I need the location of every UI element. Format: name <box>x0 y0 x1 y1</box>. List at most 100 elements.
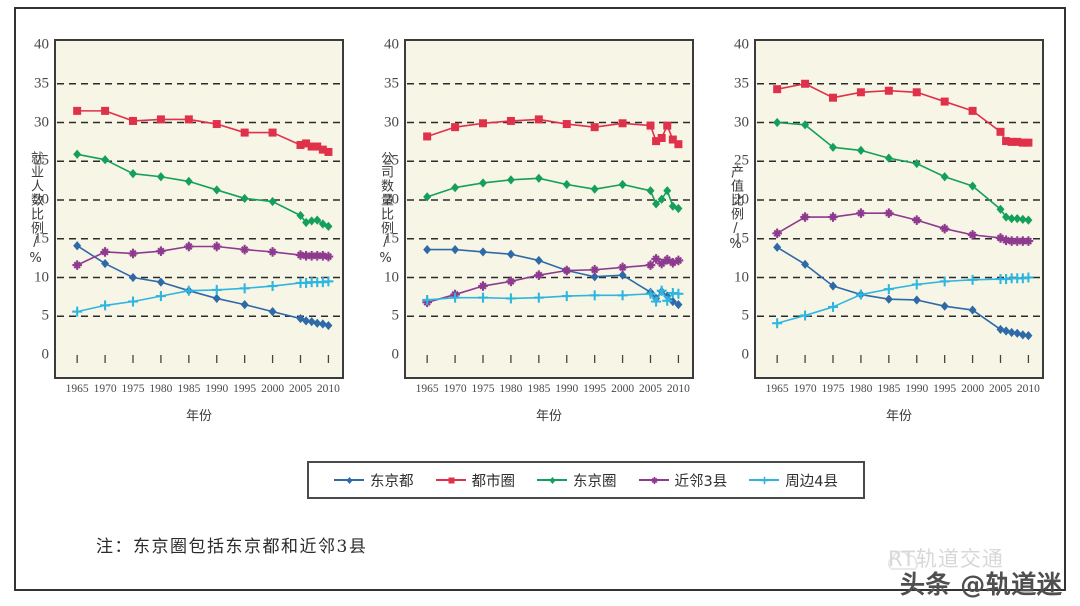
note-text: 注：东京圈包括东京都和近邻3县 <box>96 537 368 557</box>
chart-companies-ylabel: 公司数量比例/% <box>378 151 393 267</box>
chart-employment-plot-area <box>54 39 344 379</box>
chart-employment-xticklabels: 1965 1970 1975 1980 1985 1990 1995 2000 2005 2010 <box>46 383 354 401</box>
y-axis-tick-label: 0 <box>391 346 400 363</box>
y-axis-tick-label: 0 <box>41 346 50 363</box>
chart-companies-plot-area <box>404 39 694 379</box>
chart-output-ylabel: 产值比例/% <box>728 165 743 253</box>
y-axis-tick-label: 10 <box>384 269 399 285</box>
y-axis-tick-label: 25 <box>734 152 749 169</box>
y-axis-tick-label: 40 <box>384 36 399 53</box>
x-axis-tick-label: 1995 <box>933 383 957 395</box>
x-axis-tick-label: 2005 <box>289 383 312 395</box>
x-axis-tick-label: 1990 <box>205 383 229 395</box>
chart-output-plot-area <box>754 39 1044 379</box>
chart-output: 产值比例/% 0 5 10 15 20 25 30 35 40 1965 1970 1975 1980… <box>716 9 1066 429</box>
legend-label: 都市圈 <box>471 473 516 490</box>
y-axis-tick-label: 30 <box>734 114 749 130</box>
x-axis-tick-label: 2000 <box>261 383 285 395</box>
chart-legend: 东京都 都市圈 东京圈 近邻3县 周边4县 <box>307 461 865 499</box>
x-axis-tick-label: 1975 <box>821 383 845 395</box>
y-axis-tick-label: 0 <box>741 346 750 363</box>
chart-output-xlabel: 年份 <box>885 409 912 424</box>
legend-item-2[interactable]: 东京圈 <box>537 470 617 491</box>
y-axis-tick-label: 15 <box>384 230 399 247</box>
chart-output-plot-wrap: 0 5 10 15 20 25 30 35 40 <box>734 37 1044 379</box>
legend-marker-icon <box>749 473 780 487</box>
y-axis-tick-label: 25 <box>384 152 399 169</box>
legend-marker-icon <box>435 473 466 487</box>
x-axis-tick-label: 2010 <box>666 383 690 395</box>
x-axis-tick-label: 1980 <box>499 383 523 395</box>
legend-marker-icon <box>334 473 364 487</box>
y-axis-tick-label: 10 <box>734 269 749 285</box>
legend-marker-icon <box>638 473 669 487</box>
y-axis-tick-label: 5 <box>741 307 750 324</box>
chart-companies-xlabel: 年份 <box>535 409 562 424</box>
x-axis-tick-label: 1990 <box>905 383 929 395</box>
figure-frame: 就业人数比例/% 0 5 10 15 20 25 30 35 40 1965 1970 1975 19… <box>14 7 1068 599</box>
y-axis-tick-label: 40 <box>34 36 49 53</box>
x-axis-tick-label: 2010 <box>316 383 340 395</box>
watermark-main: 头条 @轨道迷 <box>900 570 1063 599</box>
chart-output-xticklabels: 1965 1970 1975 1980 1985 1990 1995 2000 2005 2010 <box>746 383 1054 401</box>
x-axis-tick-label: 2005 <box>639 383 662 395</box>
watermark-faint: RT轨道交通 <box>888 547 1004 571</box>
chart-companies-svg <box>407 83 691 363</box>
x-axis-tick-label: 1970 <box>793 383 817 395</box>
x-axis-tick-label: 1970 <box>93 383 117 395</box>
x-axis-tick-label: 1990 <box>555 383 579 395</box>
legend-label: 周边4县 <box>785 473 838 490</box>
legend-item-1[interactable]: 都市圈 <box>435 470 516 491</box>
x-axis-tick-label: 1980 <box>149 383 173 395</box>
y-axis-tick-label: 15 <box>34 230 49 247</box>
x-axis-tick-label: 1970 <box>443 383 467 395</box>
chart-employment-plot-wrap: 0 5 10 15 20 25 30 35 40 <box>34 37 344 379</box>
chart-companies-xticklabels: 1965 1970 1975 1980 1985 1990 1995 2000 2005 2010 <box>396 383 704 401</box>
chart-output-svg <box>757 79 1041 363</box>
legend-marker-icon <box>537 473 567 487</box>
x-axis-tick-label: 1965 <box>765 383 789 395</box>
x-axis-tick-label: 1995 <box>583 383 607 395</box>
y-axis-tick-label: 35 <box>384 75 399 92</box>
chart-companies-plot-wrap: 0 5 10 15 20 25 30 35 40 <box>384 37 694 379</box>
x-axis-tick-label: 2005 <box>989 383 1012 395</box>
y-axis-tick-label: 35 <box>734 75 749 92</box>
x-axis-tick-label: 1985 <box>877 383 901 395</box>
y-axis-tick-label: 5 <box>41 307 50 324</box>
chart-employment-xlabel: 年份 <box>185 409 212 424</box>
x-axis-tick-label: 2000 <box>611 383 635 395</box>
x-axis-tick-label: 1975 <box>121 383 145 395</box>
x-axis-tick-label: 2000 <box>961 383 985 395</box>
y-axis-tick-label: 10 <box>34 269 49 285</box>
y-axis-tick-label: 35 <box>34 75 49 92</box>
y-axis-tick-label: 40 <box>734 36 749 53</box>
y-axis-tick-label: 20 <box>34 191 49 208</box>
x-axis-tick-label: 1995 <box>233 383 257 395</box>
x-axis-tick-label: 1965 <box>415 383 439 395</box>
x-axis-tick-label: 1980 <box>849 383 873 395</box>
legend-item-3[interactable]: 近邻3县 <box>638 470 728 491</box>
y-axis-tick-label: 30 <box>384 114 399 130</box>
legend-item-4[interactable]: 周边4县 <box>749 470 838 491</box>
charts-row: 就业人数比例/% 0 5 10 15 20 25 30 35 40 1965 1970 1975 19… <box>16 9 1068 429</box>
legend-label: 东京圈 <box>573 473 617 490</box>
cloud-icon <box>887 550 918 570</box>
y-axis-tick-label: 25 <box>34 152 49 169</box>
y-axis-tick-label: 5 <box>391 307 400 324</box>
x-axis-tick-label: 1975 <box>471 383 495 395</box>
y-axis-tick-label: 30 <box>34 114 49 130</box>
chart-employment-ylabel: 就业人数比例/% <box>28 151 43 267</box>
x-axis-tick-label: 1985 <box>177 383 201 395</box>
chart-employment: 就业人数比例/% 0 5 10 15 20 25 30 35 40 1965 1970 1975 19… <box>16 9 366 429</box>
y-axis-tick-label: 20 <box>734 191 749 208</box>
x-axis-tick-label: 1965 <box>65 383 89 395</box>
chart-employment-svg <box>57 83 341 363</box>
legend-item-0[interactable]: 东京都 <box>334 470 414 491</box>
x-axis-tick-label: 2010 <box>1016 383 1040 395</box>
legend-label: 东京都 <box>370 473 414 490</box>
y-axis-tick-label: 20 <box>384 191 399 208</box>
chart-companies: 公司数量比例/% 0 5 10 15 20 25 30 35 40 1965 1970 1975 19… <box>366 9 716 429</box>
y-axis-tick-label: 15 <box>734 230 749 247</box>
x-axis-tick-label: 1985 <box>527 383 551 395</box>
legend-label: 近邻3县 <box>674 473 728 490</box>
